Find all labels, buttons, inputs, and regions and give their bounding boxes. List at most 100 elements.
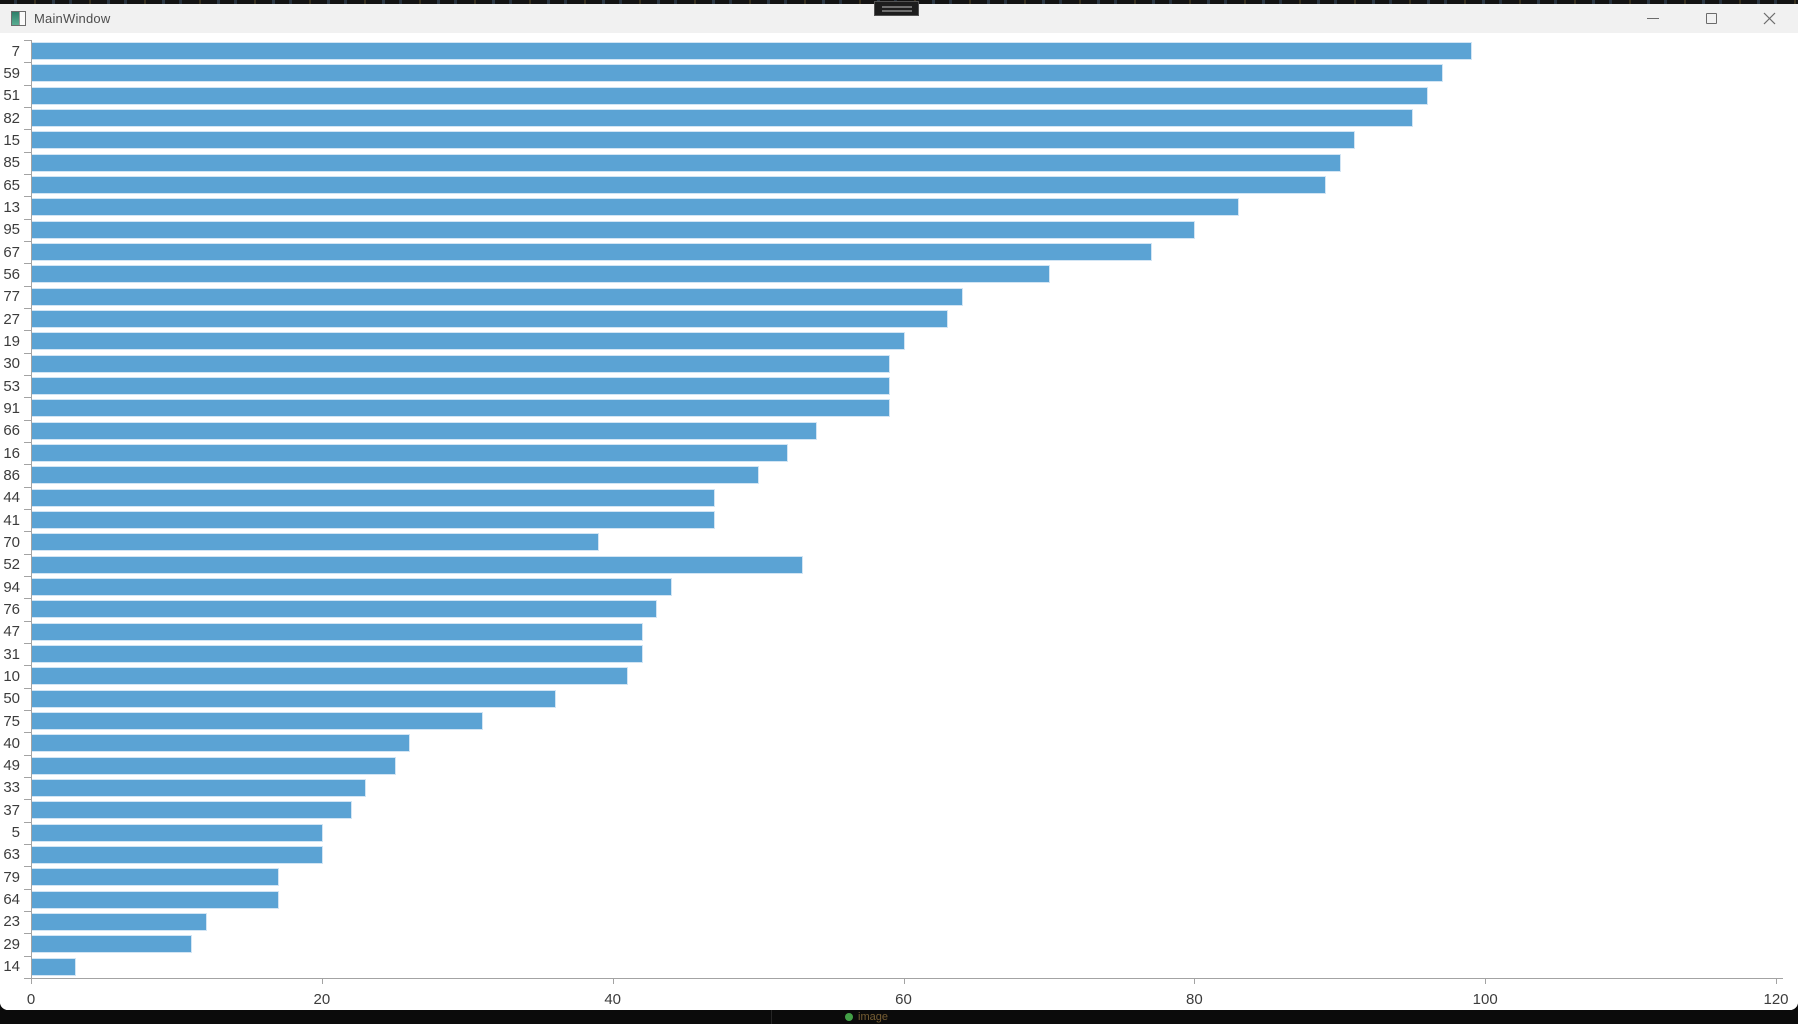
y-label-row: 50: [0, 688, 20, 710]
y-axis-label: 77: [3, 288, 20, 306]
maximize-button[interactable]: [1682, 4, 1740, 33]
y-tick-mark: [24, 330, 31, 332]
y-axis-label: 41: [3, 511, 20, 529]
y-label-row: 33: [0, 777, 20, 799]
x-tick-mark: [1194, 979, 1196, 984]
bar: [32, 533, 600, 552]
bar: [32, 823, 323, 842]
y-tick-mark: [24, 174, 31, 175]
bar: [32, 176, 1327, 195]
y-axis-label: 82: [3, 109, 20, 127]
bar: [32, 845, 323, 864]
y-tick-mark: [24, 509, 31, 510]
bar-row: [32, 799, 1777, 821]
grip-icon: [881, 5, 912, 8]
y-tick-mark: [24, 799, 31, 801]
bar: [32, 399, 890, 418]
bar-row: [32, 688, 1777, 710]
bar-row: [32, 464, 1777, 486]
minimize-button[interactable]: [1624, 4, 1682, 33]
bar: [32, 109, 1414, 128]
y-label-row: 59: [0, 62, 20, 84]
bar: [32, 488, 716, 507]
x-axis-label: 100: [1472, 991, 1498, 1008]
y-axis-label: 7: [11, 42, 20, 60]
y-axis-label: 29: [3, 935, 20, 953]
bar-row: [32, 263, 1777, 285]
y-tick-mark: [24, 151, 31, 153]
x-tick-mark: [321, 979, 323, 984]
bar-row: [32, 888, 1777, 910]
y-tick-mark: [24, 442, 31, 443]
y-tick-mark: [24, 888, 31, 890]
y-label-row: 27: [0, 308, 20, 330]
bar: [32, 153, 1341, 172]
y-axis-label: 44: [3, 489, 20, 507]
bar-row: [32, 107, 1777, 129]
y-axis-label: 47: [3, 623, 20, 641]
taskbar[interactable]: image: [0, 1010, 1798, 1024]
y-label-row: 65: [0, 174, 20, 196]
y-tick-mark: [24, 375, 31, 376]
bar-row: [32, 509, 1777, 531]
y-axis-label: 27: [3, 310, 20, 328]
bar-row: [32, 152, 1777, 174]
bar: [32, 645, 643, 664]
bar: [32, 555, 803, 574]
y-axis-label: 49: [3, 757, 20, 775]
y-tick-mark: [24, 285, 31, 287]
y-tick-mark: [24, 352, 31, 354]
y-label-row: 52: [0, 554, 20, 576]
x-axis-label: 40: [604, 991, 621, 1008]
bar: [32, 712, 483, 730]
y-axis-label: 64: [3, 891, 20, 909]
y-axis-label: 37: [3, 801, 20, 819]
y-label-row: 94: [0, 576, 20, 598]
bar-row: [32, 397, 1777, 419]
bar-row: [32, 330, 1777, 352]
y-label-row: 13: [0, 196, 20, 218]
bar: [32, 64, 1443, 83]
y-label-row: 15: [0, 129, 20, 151]
y-tick-mark: [24, 955, 31, 957]
y-axis-label: 13: [3, 198, 20, 216]
bar-row: [32, 955, 1777, 977]
y-tick-mark: [24, 241, 31, 242]
screen-grip-tab[interactable]: [874, 1, 919, 16]
y-label-row: 63: [0, 844, 20, 866]
window-title: MainWindow: [34, 11, 111, 26]
y-label-row: 67: [0, 241, 20, 263]
bar-row: [32, 844, 1777, 866]
plot-area: [32, 40, 1777, 978]
main-window: MainWindow 7 59 51 82 15 85 65 13 95 67 56 77 27 19 30…: [0, 4, 1798, 1010]
y-label-row: 10: [0, 665, 20, 687]
bar: [32, 42, 1472, 61]
close-button[interactable]: [1740, 4, 1798, 33]
y-label-row: 37: [0, 799, 20, 821]
y-label-row: 40: [0, 732, 20, 754]
y-tick-mark: [24, 620, 31, 622]
status-dot-icon: [845, 1013, 853, 1021]
y-tick-mark: [24, 576, 31, 577]
bar-row: [32, 487, 1777, 509]
y-tick-mark: [24, 933, 31, 935]
bar: [32, 957, 76, 976]
bar-row: [32, 821, 1777, 843]
y-tick-mark: [24, 308, 31, 309]
y-axis-label: 70: [3, 533, 20, 551]
y-label-row: 44: [0, 487, 20, 509]
y-label-row: 76: [0, 598, 20, 620]
bar-row: [32, 62, 1777, 84]
bar: [32, 131, 1356, 150]
bar: [32, 600, 658, 619]
bar: [32, 890, 280, 909]
bar: [32, 377, 890, 396]
y-tick-mark: [24, 263, 31, 265]
bar-row: [32, 643, 1777, 665]
bar-row: [32, 353, 1777, 375]
grip-icon: [881, 9, 912, 12]
y-axis-label: 85: [3, 154, 20, 172]
y-tick-mark: [24, 464, 31, 466]
y-axis-label: 56: [3, 265, 20, 283]
y-axis-label: 50: [3, 690, 20, 708]
